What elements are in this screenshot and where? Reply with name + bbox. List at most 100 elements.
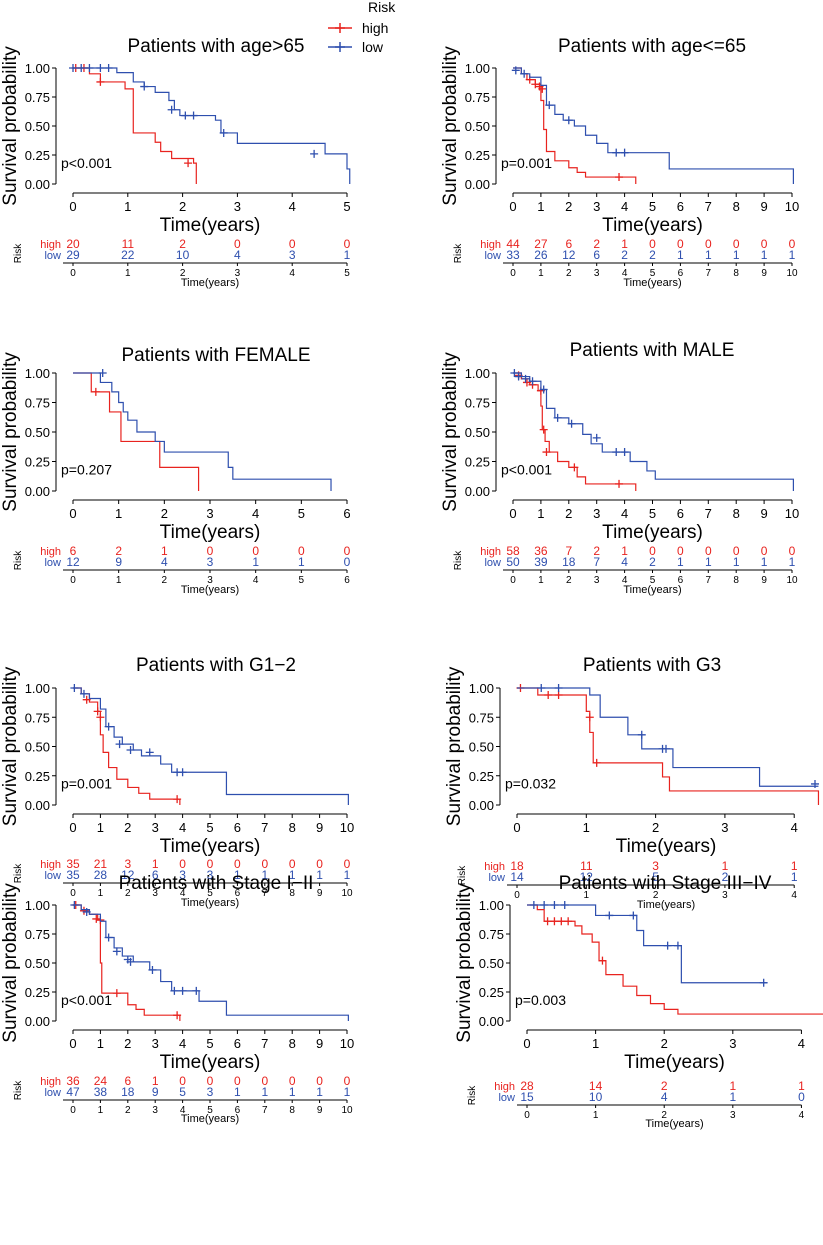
risk-count-high: 20 — [66, 237, 80, 251]
x-tick-label: 9 — [760, 506, 767, 521]
x-tick-label: 10 — [340, 820, 354, 835]
risk-table-tick-label: 1 — [538, 575, 544, 586]
risk-table-tick-label: 0 — [70, 888, 76, 899]
x-tick-label: 3 — [152, 820, 159, 835]
legend-high-label: high — [362, 20, 388, 36]
risk-table-title: Risk — [13, 550, 24, 570]
panel-title: Patients with FEMALE — [121, 345, 310, 366]
risk-count-low: 18 — [121, 1085, 135, 1099]
x-tick-label: 2 — [652, 820, 659, 835]
censor-mark-high — [543, 917, 552, 926]
risk-count-low: 35 — [66, 868, 80, 882]
risk-table-tick-label: 8 — [289, 888, 295, 899]
risk-count-high: 0 — [344, 857, 351, 871]
km-curve-high — [73, 372, 200, 491]
x-tick-label: 8 — [289, 1036, 296, 1051]
censor-mark-low — [539, 385, 548, 394]
x-tick-label: 3 — [729, 1036, 736, 1051]
risk-table-tick-label: 4 — [289, 268, 295, 279]
censor-mark-low — [520, 69, 529, 78]
censor-mark-high — [542, 448, 551, 457]
risk-table-tick-label: 3 — [152, 1105, 158, 1116]
risk-count-low: 1 — [234, 1085, 241, 1099]
risk-table-tick-label: 2 — [653, 890, 659, 901]
risk-count-high: 0 — [234, 237, 241, 251]
censor-mark-high — [557, 917, 566, 926]
censor-mark-low — [554, 684, 563, 692]
y-tick-label: 0.50 — [25, 956, 50, 971]
x-tick-label: 8 — [733, 506, 740, 521]
risk-count-low: 1 — [733, 248, 740, 262]
risk-count-high: 0 — [733, 544, 740, 558]
x-axis-label: Time(years) — [160, 1052, 261, 1073]
x-tick-label: 0 — [69, 820, 76, 835]
risk-count-low: 1 — [344, 868, 351, 882]
x-tick-label: 2 — [565, 199, 572, 214]
censor-mark-high — [544, 691, 553, 700]
risk-count-low: 10 — [589, 1090, 603, 1104]
risk-count-high: 0 — [761, 237, 768, 251]
risk-row-label-high: high — [40, 546, 61, 558]
risk-count-low: 6 — [152, 868, 159, 882]
y-tick-label: 1.00 — [25, 898, 50, 913]
x-tick-label: 0 — [509, 506, 516, 521]
risk-table-tick-label: 3 — [722, 890, 728, 901]
censor-mark-low — [637, 730, 646, 739]
x-tick-label: 2 — [124, 1036, 131, 1051]
censor-mark-low — [82, 907, 91, 916]
x-tick-label: 4 — [252, 506, 259, 521]
x-tick-label: 6 — [343, 506, 350, 521]
censor-mark-high — [93, 707, 102, 716]
censor-mark-low — [178, 768, 187, 777]
risk-row-label-high: high — [480, 546, 501, 558]
x-axis-label: Time(years) — [624, 1052, 725, 1073]
risk-table-tick-label: 0 — [70, 575, 76, 586]
risk-count-high: 1 — [152, 1074, 159, 1088]
y-tick-label: 0.00 — [465, 177, 490, 192]
risk-table-tick-label: 4 — [622, 268, 628, 279]
risk-table-title: Risk — [467, 1085, 478, 1105]
x-axis-label: Time(years) — [160, 215, 261, 236]
risk-table-tick-label: 0 — [70, 268, 76, 279]
x-axis-label: Time(years) — [602, 215, 703, 236]
y-tick-label: 1.00 — [465, 366, 490, 381]
risk-count-low: 26 — [534, 248, 548, 262]
censor-mark-low — [77, 64, 86, 72]
censor-mark-low — [545, 101, 554, 110]
risk-count-high: 3 — [124, 857, 131, 871]
y-tick-label: 0.25 — [25, 769, 50, 784]
x-tick-label: 4 — [621, 199, 628, 214]
censor-mark-low — [629, 911, 638, 920]
y-tick-label: 1.00 — [25, 61, 50, 76]
x-tick-label: 0 — [513, 820, 520, 835]
censor-mark-high — [91, 387, 100, 396]
risk-count-low: 2 — [649, 555, 656, 569]
risk-table-tick-label: 1 — [125, 268, 131, 279]
panel-title: Patients with Stage III−IV — [559, 873, 772, 894]
risk-table-tick-label: 1 — [98, 888, 104, 899]
risk-table-tick-label: 6 — [235, 1105, 241, 1116]
risk-count-high: 6 — [565, 237, 572, 251]
x-tick-label: 1 — [583, 820, 590, 835]
risk-table-tick-label: 3 — [730, 1110, 736, 1121]
y-tick-label: 0.25 — [25, 455, 50, 470]
risk-count-low: 2 — [621, 248, 628, 262]
risk-count-low: 4 — [234, 248, 241, 262]
censor-mark-high — [554, 691, 563, 700]
risk-count-low: 15 — [520, 1090, 534, 1104]
y-tick-label: 0.00 — [25, 484, 50, 499]
risk-table-tick-label: 10 — [786, 268, 798, 279]
km-panel-3: Patients with FEMALE 0.00 0.25 0.50 0.75 1.00… — [0, 345, 351, 596]
censor-mark-high — [112, 989, 121, 998]
censor-mark-low — [104, 722, 113, 731]
y-tick-label: 0.75 — [465, 396, 490, 411]
km-panel-5: Patients with G1−2 0.00 0.25 0.50 0.75 1.00 Su… — [0, 655, 354, 909]
p-value: p=0.001 — [61, 776, 112, 792]
risk-count-low: 7 — [593, 555, 600, 569]
censor-mark-high — [570, 463, 579, 472]
y-tick-label: 0.25 — [469, 769, 494, 784]
censor-mark-low — [605, 911, 614, 920]
